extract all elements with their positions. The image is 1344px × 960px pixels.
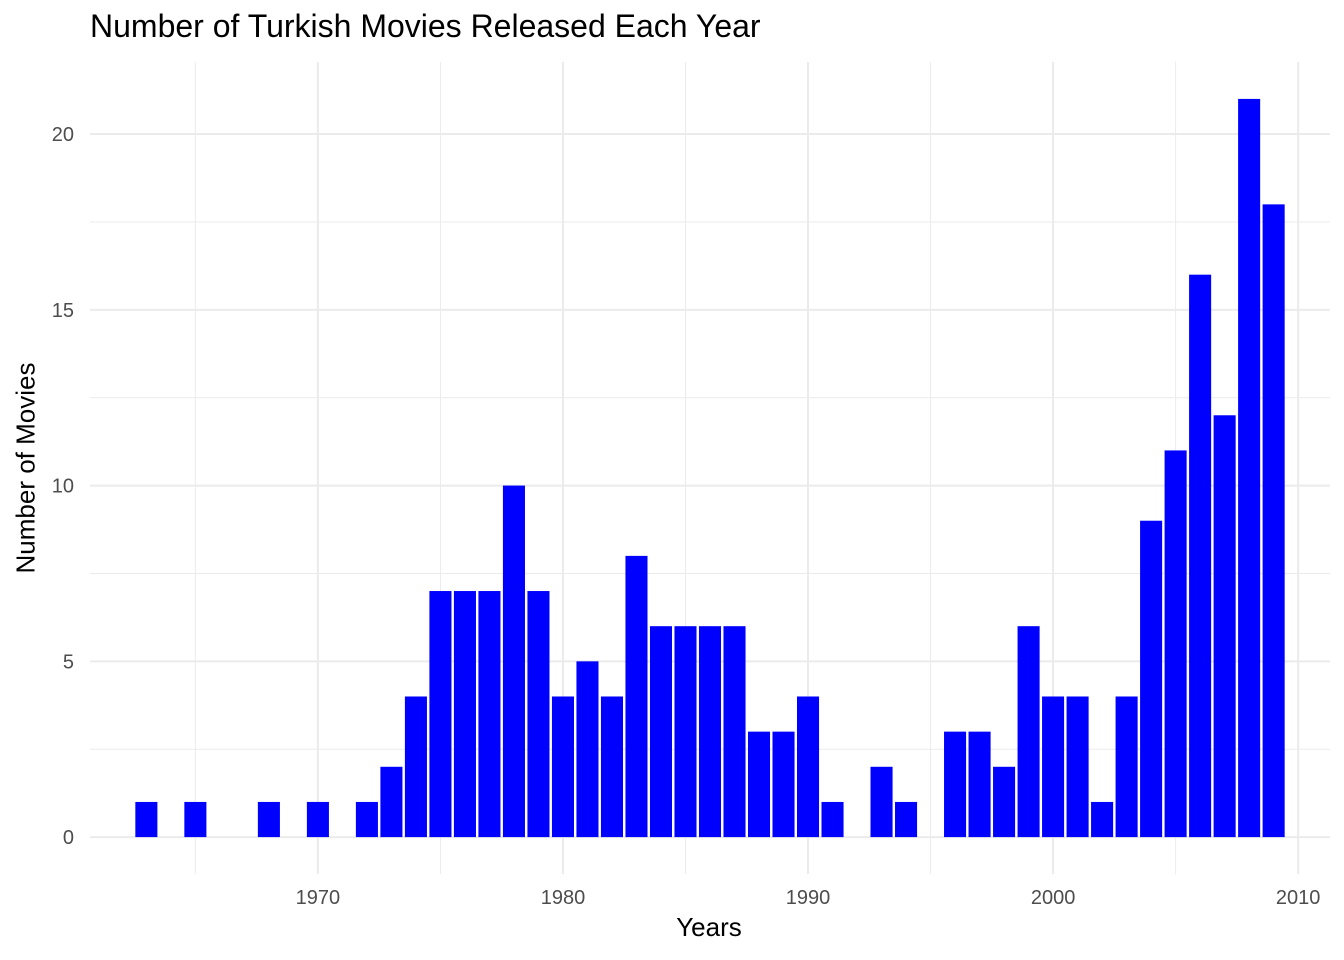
bar <box>1189 274 1212 838</box>
x-tick-label: 1990 <box>786 887 831 909</box>
y-tick-label: 5 <box>63 651 74 673</box>
bar <box>1091 801 1114 838</box>
bar <box>135 801 158 838</box>
bar <box>993 766 1016 838</box>
bar <box>1140 520 1163 838</box>
bar <box>821 801 844 838</box>
y-tick-label: 20 <box>52 124 74 146</box>
y-tick-label: 10 <box>52 476 74 498</box>
bar <box>895 801 918 838</box>
bar <box>1238 98 1261 838</box>
bar <box>772 731 795 838</box>
y-tick-labels: 0 5 10 15 20 <box>52 124 74 849</box>
bar <box>698 626 722 838</box>
x-axis-label: Years <box>676 912 742 942</box>
bar <box>551 696 574 838</box>
bar <box>453 591 476 838</box>
bar <box>306 801 329 838</box>
bar <box>1262 204 1285 838</box>
bar <box>478 591 501 838</box>
bar <box>576 661 599 838</box>
y-tick-label: 0 <box>63 827 74 849</box>
bar <box>870 766 893 838</box>
bar <box>600 696 624 838</box>
bar <box>796 696 820 838</box>
bar <box>1213 415 1236 838</box>
x-tick-label: 2000 <box>1031 887 1076 909</box>
bar <box>674 626 697 838</box>
bar <box>429 591 452 838</box>
bar <box>1066 696 1089 838</box>
bars <box>135 98 1285 838</box>
y-tick-label: 15 <box>52 300 74 322</box>
x-tick-label: 1980 <box>541 887 586 909</box>
chart-title: Number of Turkish Movies Released Each Y… <box>90 8 761 44</box>
bar <box>944 731 967 838</box>
bar <box>1115 696 1138 838</box>
bar <box>184 801 207 838</box>
x-tick-label: 1970 <box>296 887 341 909</box>
x-tick-labels: 1970 1980 1990 2000 2010 <box>296 887 1321 909</box>
bar <box>723 626 746 838</box>
bar <box>257 801 280 838</box>
bar <box>1042 696 1065 838</box>
bar <box>747 731 771 838</box>
y-axis-label: Number of Movies <box>10 362 41 574</box>
x-tick-label: 2010 <box>1276 887 1321 909</box>
bar <box>625 555 648 838</box>
bar <box>355 801 378 838</box>
bar <box>1017 626 1040 838</box>
bar <box>649 626 673 838</box>
bar <box>380 766 403 838</box>
bar <box>502 485 525 838</box>
bar <box>404 696 427 838</box>
bar <box>968 731 991 838</box>
bar <box>1164 450 1187 838</box>
bar <box>527 591 550 838</box>
